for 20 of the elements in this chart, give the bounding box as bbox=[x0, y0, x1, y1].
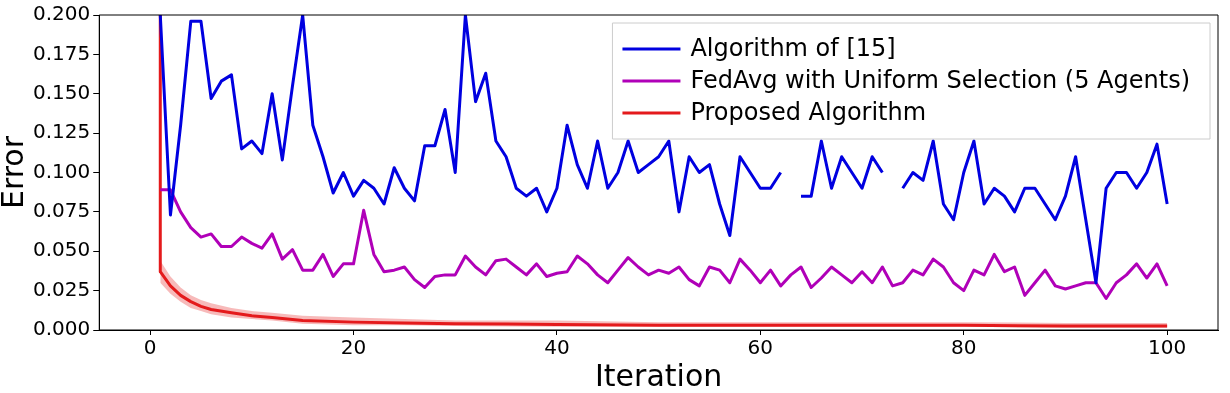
y-tick-label: 0.200 bbox=[32, 1, 91, 26]
x-tick-label: 0 bbox=[143, 335, 157, 360]
y-tick-label: 0.050 bbox=[32, 237, 91, 262]
x-tick-label: 100 bbox=[1148, 335, 1187, 360]
x-tick-label: 80 bbox=[951, 335, 977, 360]
legend-label: Algorithm of [15] bbox=[690, 34, 896, 63]
y-tick-label: 0.000 bbox=[32, 316, 91, 341]
legend-label: FedAvg with Uniform Selection (5 Agents) bbox=[690, 66, 1190, 95]
y-tick-label: 0.125 bbox=[32, 119, 91, 144]
y-tick-label: 0.150 bbox=[32, 79, 91, 104]
x-tick-label: 20 bbox=[340, 335, 367, 360]
x-axis-title: Iteration bbox=[595, 357, 723, 393]
x-tick-label: 40 bbox=[544, 335, 570, 360]
y-tick-label: 0.100 bbox=[32, 158, 91, 183]
y-tick-label: 0.075 bbox=[32, 198, 91, 223]
y-tick-label: 0.025 bbox=[32, 276, 91, 301]
x-tick-label: 60 bbox=[747, 335, 774, 360]
y-tick-label: 0.175 bbox=[32, 40, 91, 65]
y-axis-title: Error bbox=[0, 135, 30, 210]
legend-label: Proposed Algorithm bbox=[690, 98, 927, 127]
